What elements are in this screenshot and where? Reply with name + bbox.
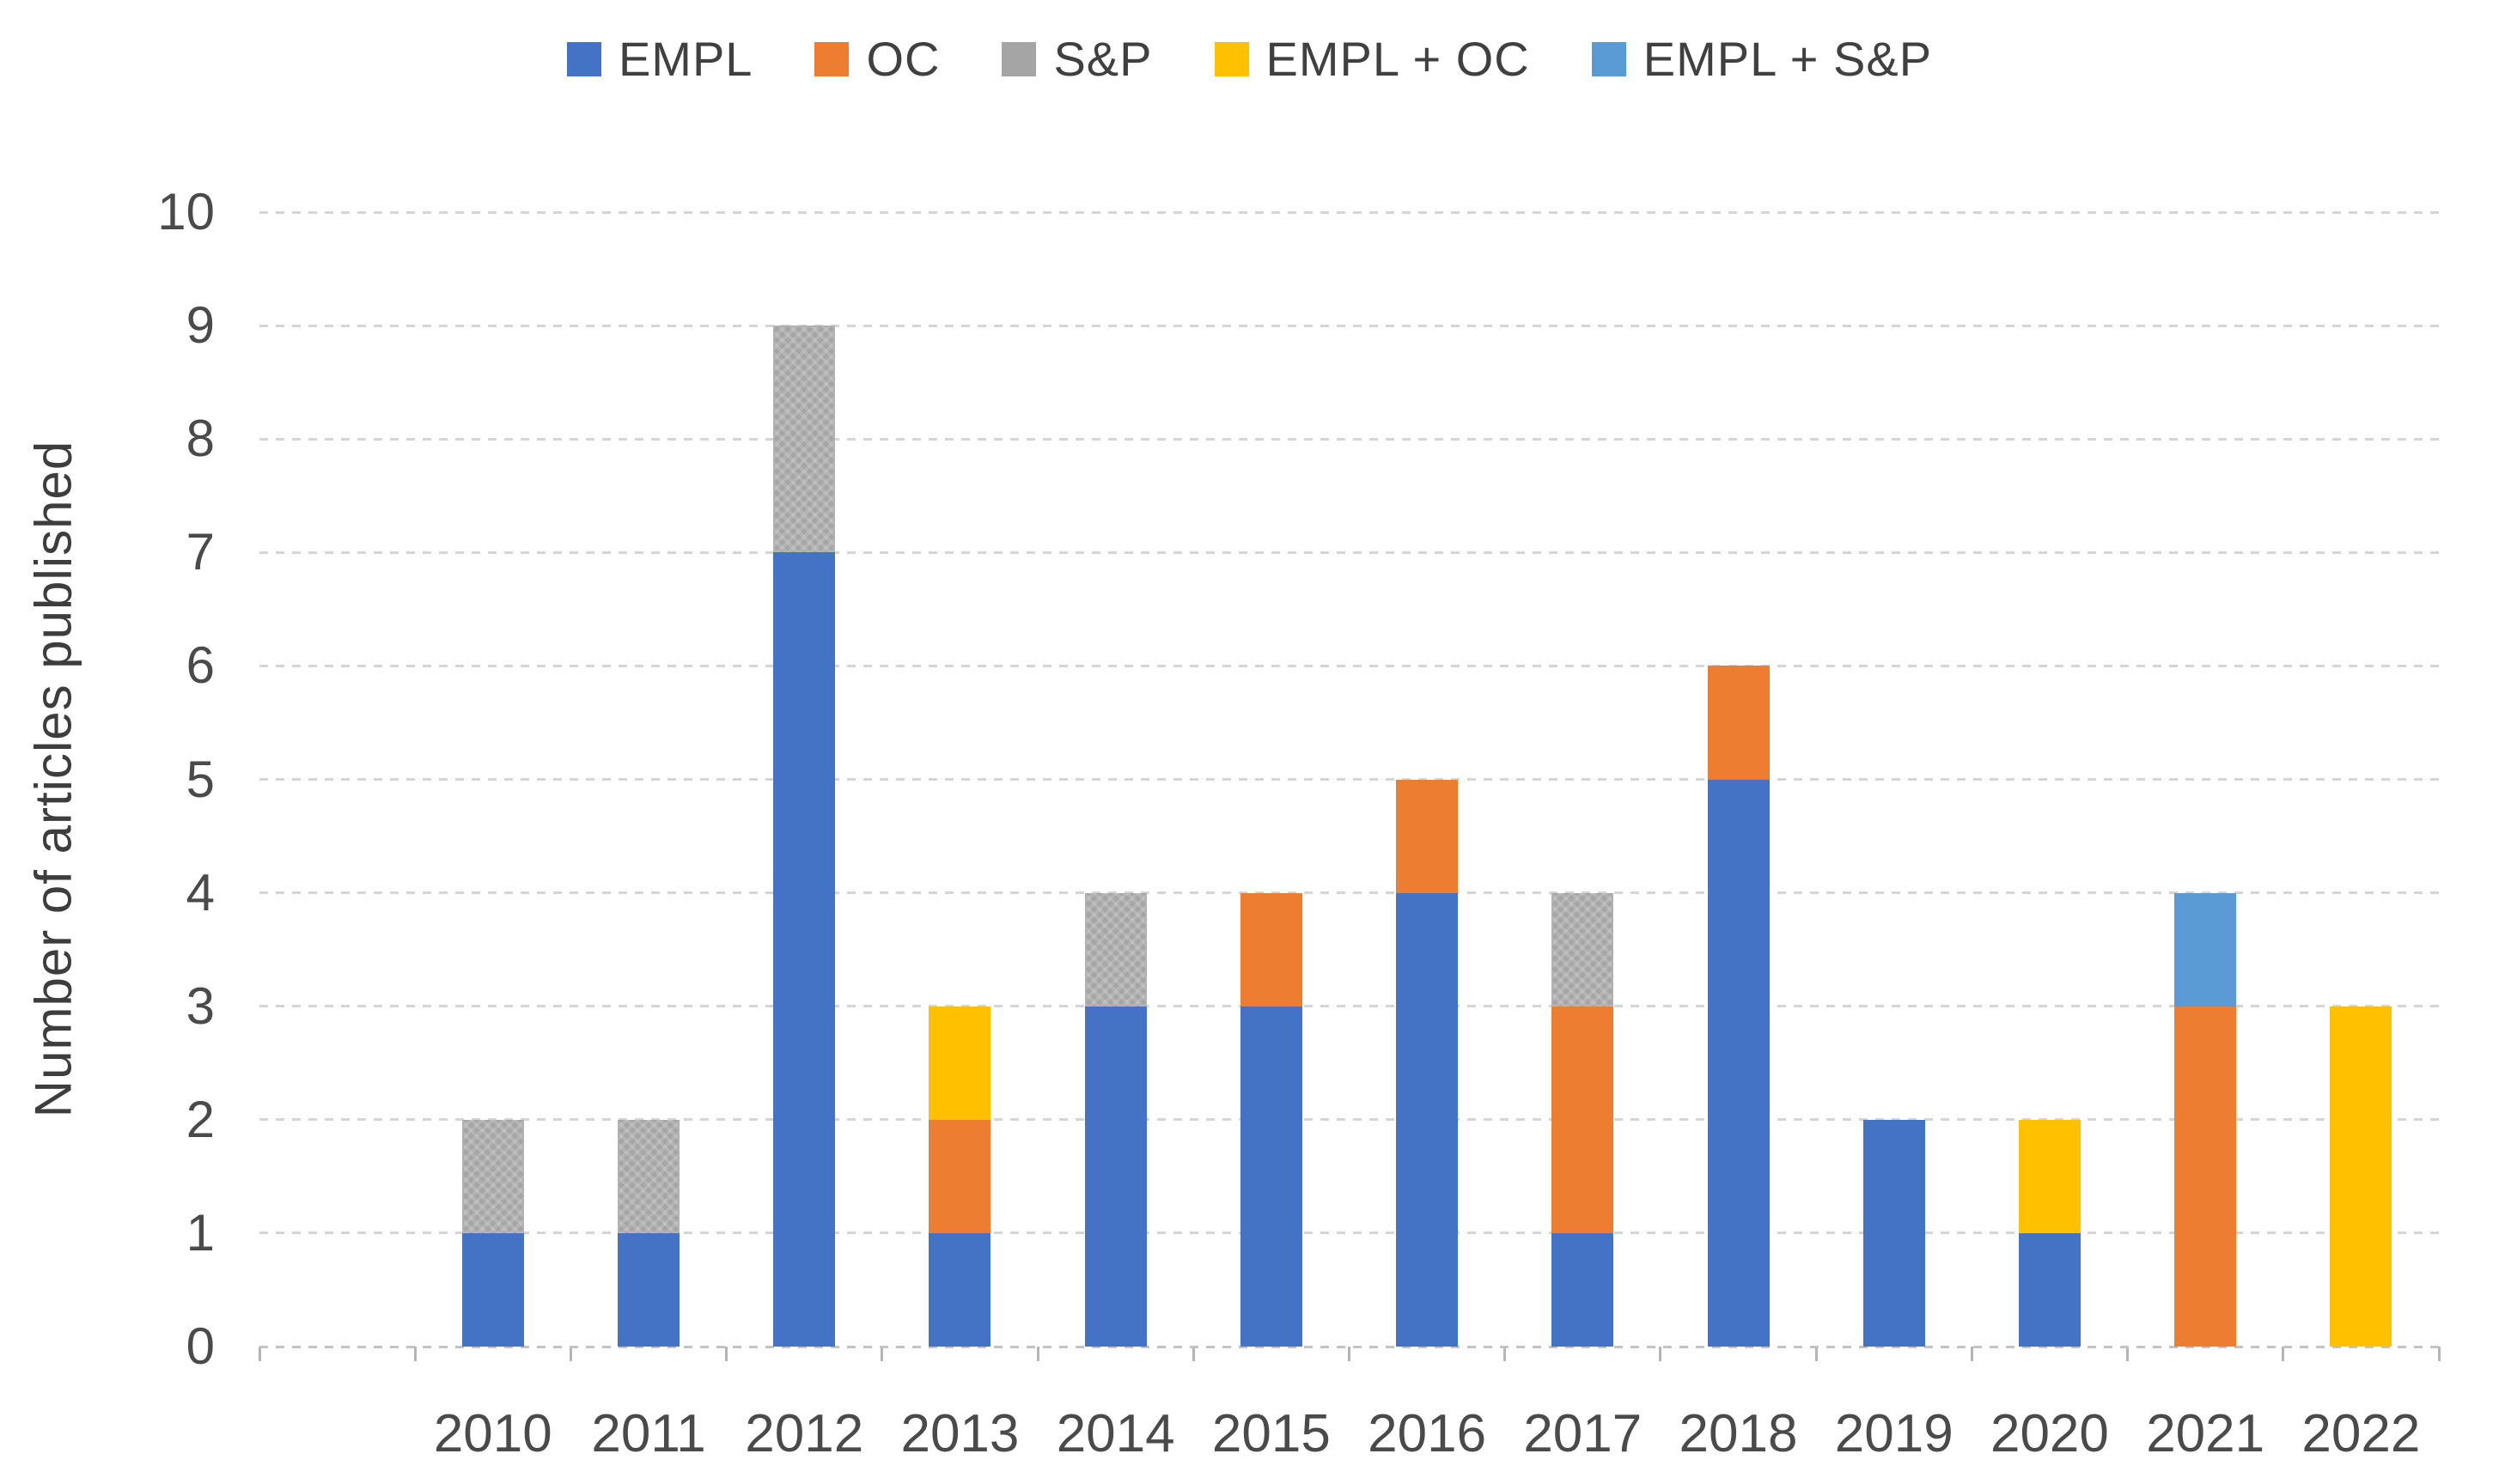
x-tick-label: 2011 — [591, 1404, 706, 1463]
bar-segment-2015-oc — [1240, 892, 1302, 1007]
x-axis-tick — [1348, 1347, 1350, 1361]
x-axis-tick — [2126, 1347, 2130, 1361]
x-tick-label: 2017 — [1523, 1404, 1643, 1463]
legend-item-empl: EMPL — [566, 31, 753, 87]
x-axis-tick — [725, 1347, 728, 1361]
legend-swatch-oc — [814, 41, 850, 76]
gridline — [259, 1232, 2439, 1235]
bar-segment-2014-s-p — [1084, 892, 1147, 1007]
legend-item-sp: S&P — [1002, 31, 1152, 87]
bar-segment-2021-empl-s-p — [2174, 892, 2237, 1007]
x-axis-tick — [1192, 1347, 1195, 1361]
x-axis-tick — [1036, 1347, 1039, 1361]
bar-segment-2010-empl — [461, 1232, 524, 1347]
gridline — [259, 550, 2439, 554]
legend-swatch-empl — [566, 41, 601, 76]
gridline — [259, 1005, 2439, 1008]
legend-swatch-empl-sp — [1591, 41, 1626, 76]
x-tick-label: 2022 — [2301, 1404, 2421, 1463]
legend-swatch-empl-oc — [1214, 41, 1249, 76]
bar-segment-2012-s-p — [773, 325, 836, 553]
y-tick-label: 5 — [186, 750, 215, 808]
x-axis-tick — [258, 1347, 261, 1361]
bar-segment-2021-oc — [2174, 1006, 2237, 1347]
legend-label-empl-sp: EMPL + S&P — [1643, 32, 1933, 86]
x-tick-label: 2018 — [1679, 1404, 1798, 1463]
bar-segment-2018-empl — [1707, 779, 1770, 1347]
legend-item-empl-oc: EMPL + OC — [1214, 31, 1530, 87]
x-tick-label: 2010 — [433, 1404, 552, 1463]
y-tick-label: 2 — [186, 1090, 215, 1148]
bar-segment-2019-empl — [1862, 1119, 1925, 1347]
bar-segment-2013-empl — [929, 1232, 991, 1347]
chart-legend: EMPL OC S&P EMPL + OC EMPL + S&P — [0, 31, 2499, 87]
legend-item-oc: OC — [814, 31, 940, 87]
legend-label-oc: OC — [866, 32, 941, 86]
bar-segment-2011-empl — [618, 1232, 680, 1347]
bar-segment-2020-empl-oc — [2018, 1119, 2081, 1233]
y-tick-label: 8 — [186, 410, 215, 468]
legend-label-sp: S&P — [1053, 32, 1153, 86]
bar-segment-2013-empl-oc — [929, 1006, 991, 1120]
x-tick-label: 2013 — [900, 1404, 1020, 1463]
legend-label-empl-oc: EMPL + OC — [1265, 32, 1530, 86]
bar-segment-2011-s-p — [618, 1119, 680, 1233]
gridline — [259, 1118, 2439, 1122]
legend-item-empl-sp: EMPL + S&P — [1591, 31, 1933, 87]
bar-segment-2017-empl — [1551, 1232, 1614, 1347]
bar-segment-2012-empl — [773, 552, 836, 1347]
legend-label-empl: EMPL — [618, 32, 753, 86]
bar-segment-2016-empl — [1396, 892, 1459, 1347]
bar-segment-2013-oc — [929, 1119, 991, 1233]
x-tick-label: 2014 — [1056, 1404, 1175, 1463]
x-axis-tick — [569, 1347, 572, 1361]
x-axis-tick — [881, 1347, 884, 1361]
x-tick-label: 2015 — [1211, 1404, 1331, 1463]
y-tick-label: 0 — [186, 1317, 215, 1375]
bar-segment-2017-s-p — [1551, 892, 1614, 1007]
gridline — [259, 891, 2439, 895]
y-tick-label: 7 — [186, 523, 215, 581]
y-tick-label: 9 — [186, 296, 215, 355]
x-axis-tick — [1503, 1347, 1507, 1361]
x-tick-label: 2012 — [745, 1404, 864, 1463]
y-tick-label: 10 — [157, 183, 215, 240]
x-axis-tick — [2437, 1347, 2441, 1361]
x-tick-label: 2020 — [1990, 1404, 2109, 1463]
bar-segment-2016-oc — [1396, 779, 1459, 893]
bar-segment-2017-oc — [1551, 1006, 1614, 1233]
gridline — [259, 210, 2439, 214]
gridline — [259, 324, 2439, 327]
y-tick-label: 6 — [186, 636, 215, 695]
bar-segment-2014-empl — [1084, 1006, 1147, 1347]
x-axis-tick — [2282, 1347, 2285, 1361]
x-axis-tick — [1659, 1347, 1662, 1361]
bar-segment-2020-empl — [2018, 1232, 2081, 1347]
y-tick-label: 4 — [186, 863, 215, 921]
x-tick-label: 2016 — [1368, 1404, 1487, 1463]
x-tick-label: 2021 — [2146, 1404, 2265, 1463]
gridline — [259, 778, 2439, 781]
x-axis-tick — [1814, 1347, 1818, 1361]
gridline — [259, 664, 2439, 667]
bar-segment-2022-empl-oc — [2330, 1006, 2392, 1347]
x-axis-line — [259, 1345, 2439, 1348]
x-axis-tick — [413, 1347, 417, 1361]
legend-swatch-sp — [1002, 41, 1037, 76]
x-axis-tick — [1970, 1347, 1973, 1361]
x-tick-label: 2019 — [1834, 1404, 1953, 1463]
bar-segment-2015-empl — [1240, 1006, 1302, 1347]
y-tick-label: 1 — [186, 1203, 215, 1262]
bar-segment-2010-s-p — [461, 1119, 524, 1233]
gridline — [259, 437, 2439, 441]
bar-segment-2018-oc — [1707, 666, 1770, 780]
plot-area — [258, 210, 2441, 1361]
y-tick-label: 3 — [186, 976, 215, 1035]
